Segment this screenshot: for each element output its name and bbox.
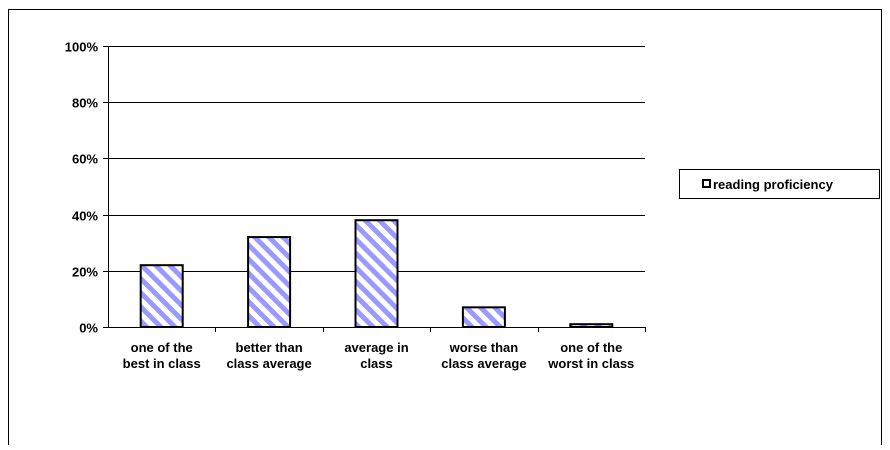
x-tick-label: one of the [560, 340, 622, 355]
legend-box [679, 169, 880, 199]
x-tick-label: class average [441, 356, 526, 371]
y-tick-label: 100% [65, 40, 99, 55]
x-tick-label: better than [236, 340, 303, 355]
bar-5 [569, 323, 614, 329]
legend-swatch [702, 179, 711, 188]
chart-area-border [8, 9, 882, 450]
legend: reading proficiency [679, 169, 880, 199]
x-tick-label: class [360, 356, 393, 371]
y-tick-label: 80% [72, 96, 98, 111]
x-tick-label: worst in class [547, 356, 634, 371]
bar-2 [247, 236, 292, 328]
x-tick-label: worse than [449, 340, 519, 355]
y-tick-label: 20% [72, 265, 98, 280]
x-tick-label: best in class [123, 356, 201, 371]
bar-3 [354, 219, 399, 328]
x-tick-label: one of the [131, 340, 193, 355]
bar-4 [461, 306, 506, 328]
y-tick-label: 0% [79, 321, 98, 336]
bar-1 [139, 264, 184, 328]
y-tick-label: 40% [72, 209, 98, 224]
x-tick-label: average in [344, 340, 408, 355]
legend-label: reading proficiency [713, 177, 834, 192]
y-tick-label: 60% [72, 152, 98, 167]
x-tick-label: class average [226, 356, 311, 371]
